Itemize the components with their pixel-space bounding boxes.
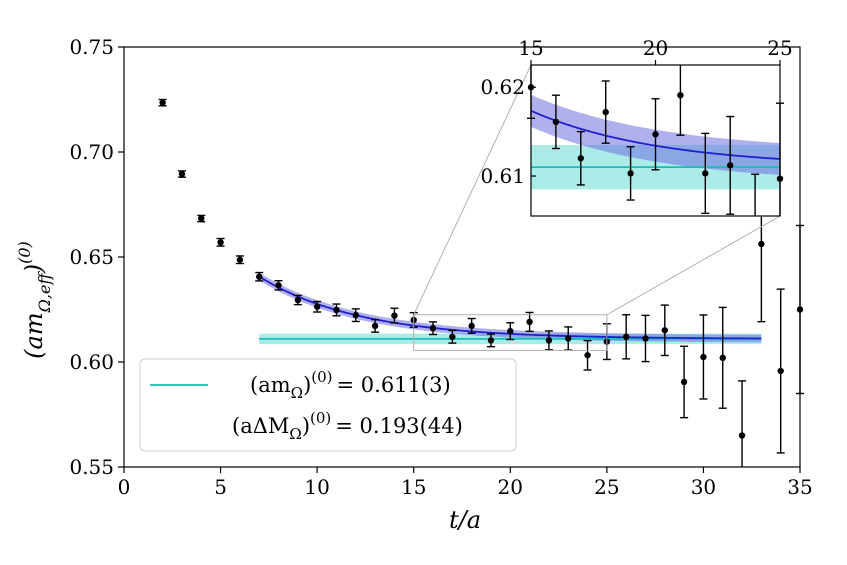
inset-data-point <box>576 130 585 186</box>
main-data-point <box>429 321 438 336</box>
main-data-point <box>583 339 592 371</box>
main-data-point <box>718 306 727 409</box>
x-tick-label: 15 <box>401 475 426 499</box>
inset-data-point <box>726 115 735 215</box>
main-data-point <box>313 300 322 313</box>
main-data-point <box>776 288 785 454</box>
x-tick-label: 0 <box>118 475 131 499</box>
zoom-connectors <box>413 64 781 351</box>
y-tick-label: 0.65 <box>69 245 114 269</box>
x-tick-label: 20 <box>498 475 523 499</box>
main-data-point <box>216 237 225 247</box>
zoom-connector <box>606 215 781 316</box>
y-axis-label: (amΩ,eff)(0) <box>15 241 54 359</box>
x-axis-label: t/a <box>449 506 481 534</box>
main-data-point <box>235 255 244 265</box>
inset-data-point <box>551 94 560 150</box>
main-data-point <box>390 307 399 324</box>
inset-y-tick-label: 0.61 <box>480 164 525 188</box>
y-tick-label: 0.70 <box>69 140 114 164</box>
main-data-point <box>641 314 650 363</box>
main-data-point <box>467 317 476 334</box>
main-data-point <box>564 326 573 351</box>
main-data-point <box>680 345 689 419</box>
y-tick-label: 0.75 <box>69 35 114 59</box>
y-tick-label: 0.60 <box>69 350 114 374</box>
inset-data-point <box>626 146 635 201</box>
x-tick-label: 10 <box>304 475 329 499</box>
x-tick-label: 5 <box>214 475 227 499</box>
main-data-point <box>660 304 669 357</box>
inset-data-point <box>601 80 610 144</box>
inset-axis-ticks: 15 20 25 0.61 0.62 <box>480 36 792 188</box>
main-data-point <box>699 314 708 400</box>
inset-x-tick-label: 20 <box>643 36 668 60</box>
zoom-connector <box>413 64 532 315</box>
zoom-region <box>413 314 608 351</box>
main-plot: 0 5 10 15 20 25 30 35 0.55 0.60 0.65 0.70 0.75 <box>69 35 812 499</box>
y-axis-label-close: ) <box>20 264 48 274</box>
main-axis-ticks: 0 5 10 15 20 25 30 35 0.55 0.60 0.65 0.70 0.75 <box>69 35 812 499</box>
main-data-point <box>544 330 553 351</box>
main-data-point <box>525 311 534 333</box>
x-tick-label: 35 <box>787 475 812 499</box>
main-data-point <box>371 318 380 333</box>
y-tick-label: 0.55 <box>69 455 114 479</box>
main-data-point <box>332 303 341 317</box>
main-points <box>158 98 804 467</box>
legend: (amΩ)(0) = 0.611(3) (aΔMΩ)(0) = 0.193(44) <box>139 358 517 452</box>
inset-data-point <box>651 98 660 171</box>
main-data-point <box>448 329 457 344</box>
y-axis-label-sub: Ω,eff <box>35 271 54 314</box>
main-data-point <box>486 333 495 348</box>
y-axis-label-sup: (0) <box>15 241 34 264</box>
inset-x-tick-label: 15 <box>518 36 543 60</box>
legend-entry-plateau: (amΩ)(0) = 0.611(3) <box>250 368 451 402</box>
main-data-point <box>738 380 747 467</box>
x-tick-label: 30 <box>691 475 716 499</box>
inset-plot: 15 20 25 0.61 0.62 <box>480 36 793 217</box>
legend-box <box>139 358 517 452</box>
main-data-point <box>622 314 631 360</box>
inset-y-tick-label: 0.62 <box>480 75 525 99</box>
inset-data-point <box>676 65 685 136</box>
svg-text:(amΩ,eff)(0): (amΩ,eff)(0) <box>15 241 54 359</box>
main-data-point <box>274 280 283 291</box>
inset-data-point <box>751 173 760 216</box>
inset-x-tick-label: 25 <box>767 36 792 60</box>
main-data-point <box>293 294 302 306</box>
legend-entry-gap: (aΔMΩ)(0) = 0.193(44) <box>232 409 463 443</box>
main-data-point <box>255 271 264 282</box>
main-data-point <box>506 322 515 341</box>
main-data-point <box>351 308 360 323</box>
main-data-point <box>158 98 167 107</box>
fit-band <box>259 272 762 343</box>
y-axis-label-main: (am <box>20 312 48 358</box>
x-tick-label: 25 <box>594 475 619 499</box>
main-data-point <box>177 170 186 178</box>
inset-data-point <box>701 132 710 215</box>
main-data-point <box>197 214 206 223</box>
